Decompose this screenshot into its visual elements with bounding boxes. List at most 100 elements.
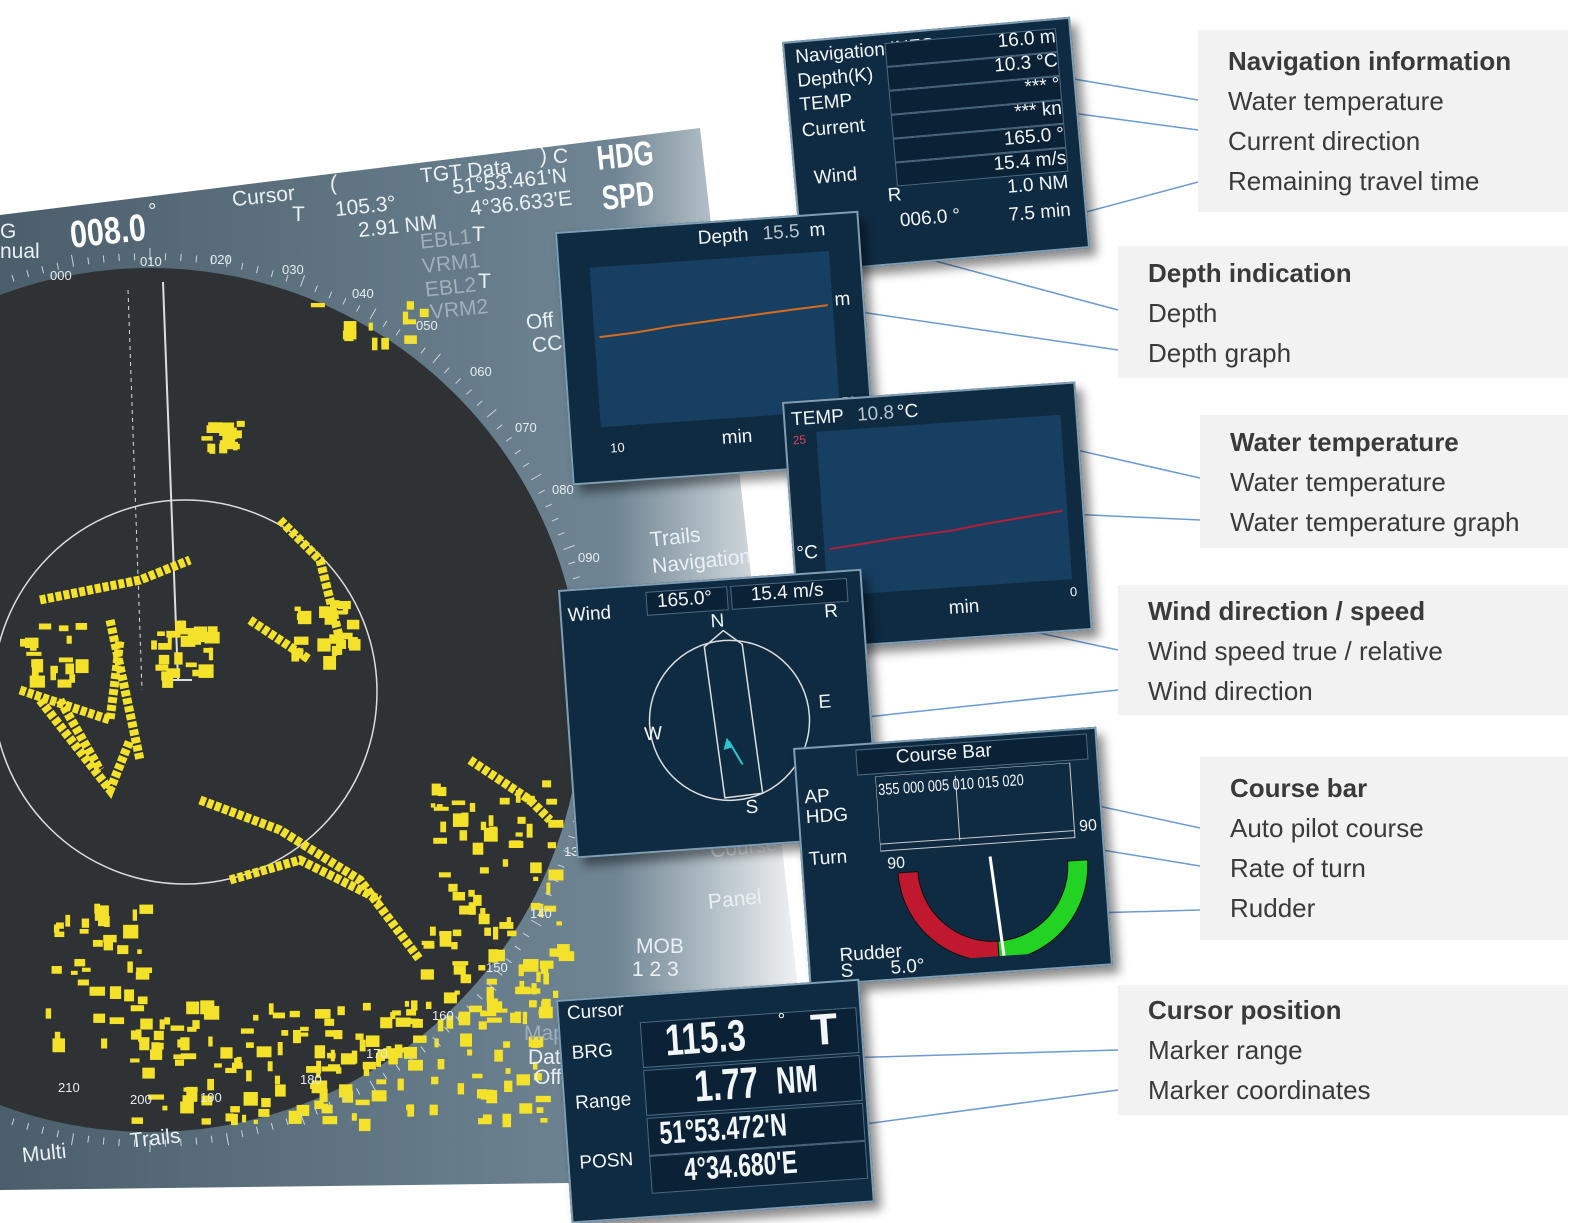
- echo: [192, 670, 208, 676]
- echo: [325, 1030, 338, 1037]
- echo: [254, 1120, 258, 1124]
- echo: [338, 644, 342, 654]
- echo: [127, 961, 132, 972]
- echo: [117, 945, 128, 954]
- echo: [372, 1090, 387, 1101]
- echo: [192, 1020, 199, 1029]
- compass-w: W: [644, 723, 663, 746]
- course-bar-panel: Course Bar AP HDG 355 000 005 010 015 02…: [793, 727, 1113, 987]
- mode: nual: [0, 240, 40, 264]
- callout-item: Water temperature: [1230, 467, 1446, 498]
- depth-value: 15.5: [762, 221, 800, 246]
- echo: [344, 329, 353, 341]
- echo: [540, 1118, 547, 1123]
- echo: [174, 652, 182, 664]
- echo: [440, 936, 452, 947]
- echo: [430, 1105, 438, 1116]
- echo: [225, 1068, 236, 1073]
- echo: [241, 1028, 254, 1033]
- echo: [101, 1038, 107, 1048]
- echo: [82, 919, 89, 928]
- echo: [297, 1105, 310, 1116]
- echo: [138, 996, 148, 1004]
- echo: [189, 633, 205, 642]
- echo: [220, 1047, 232, 1058]
- echo: [422, 941, 434, 945]
- echo: [480, 908, 485, 921]
- echo: [25, 638, 39, 648]
- echo: [440, 822, 446, 833]
- echo: [207, 1079, 214, 1090]
- echo: [434, 807, 449, 811]
- x-end: 0: [1069, 584, 1077, 599]
- echo: [460, 830, 468, 840]
- echo: [171, 1025, 185, 1030]
- echo: [162, 1106, 167, 1111]
- echo: [518, 817, 526, 824]
- rudder-value: 5.0°: [890, 955, 925, 979]
- paren: (: [330, 172, 337, 196]
- data-off[interactable]: Off: [534, 1066, 562, 1090]
- callout: Navigation information Water temperature…: [1198, 30, 1568, 212]
- echo: [516, 790, 521, 803]
- x-start: 10: [610, 440, 625, 456]
- echo: [411, 1000, 417, 1010]
- rudder-gauge: [887, 839, 1104, 963]
- panel-title: Wind: [567, 602, 612, 627]
- echo: [237, 421, 245, 427]
- callout-item: Water temperature: [1228, 86, 1444, 117]
- echo: [151, 1042, 159, 1056]
- callout-title: Navigation information: [1228, 46, 1511, 77]
- bearing-label: 030: [282, 262, 304, 277]
- echo: [479, 1021, 487, 1029]
- echo: [484, 1011, 496, 1016]
- echo: [467, 1049, 472, 1055]
- axis-unit: °C: [796, 542, 819, 565]
- echo: [139, 1040, 149, 1050]
- echo: [421, 969, 434, 979]
- compass-s: S: [745, 797, 759, 820]
- echo: [244, 1092, 258, 1106]
- echo: [553, 991, 558, 998]
- callout-item: Rudder: [1230, 893, 1315, 924]
- echo: [104, 916, 110, 927]
- hdg-value: 008.0: [68, 207, 148, 258]
- echo: [32, 667, 39, 680]
- echo: [406, 1105, 413, 1110]
- multi[interactable]: Multi: [21, 1140, 68, 1169]
- echo: [483, 1114, 492, 1123]
- echo: [104, 941, 113, 950]
- echo: [315, 1045, 325, 1058]
- echo: [80, 929, 89, 934]
- mob-nums[interactable]: 1 2 3: [632, 958, 679, 982]
- echo: [530, 862, 542, 873]
- range-label: Range: [575, 1089, 632, 1115]
- echo: [74, 959, 85, 966]
- echo: [515, 1012, 521, 1024]
- echo: [59, 657, 73, 662]
- cursor-deg: °: [777, 1010, 786, 1032]
- echo: [162, 676, 173, 688]
- echo: [130, 1058, 140, 1062]
- echo: [180, 1101, 194, 1113]
- echo: [257, 1046, 272, 1057]
- echo: [510, 840, 521, 846]
- echo: [209, 648, 213, 661]
- echo: [208, 422, 222, 432]
- echo: [527, 796, 535, 804]
- echo: [510, 1013, 515, 1023]
- echo: [460, 1033, 472, 1046]
- echo: [317, 638, 330, 651]
- echo: [478, 965, 485, 970]
- mob[interactable]: MOB: [636, 935, 684, 959]
- echo: [311, 303, 325, 307]
- echo: [273, 1013, 285, 1019]
- callout-item: Marker coordinates: [1148, 1075, 1371, 1106]
- echo: [381, 338, 389, 350]
- echo: [90, 987, 106, 996]
- bearing-label: 160: [432, 1008, 454, 1023]
- value: *** kn: [1014, 98, 1063, 124]
- echo: [293, 1030, 301, 1043]
- echo: [246, 1070, 252, 1081]
- panel-title: Depth: [697, 225, 749, 250]
